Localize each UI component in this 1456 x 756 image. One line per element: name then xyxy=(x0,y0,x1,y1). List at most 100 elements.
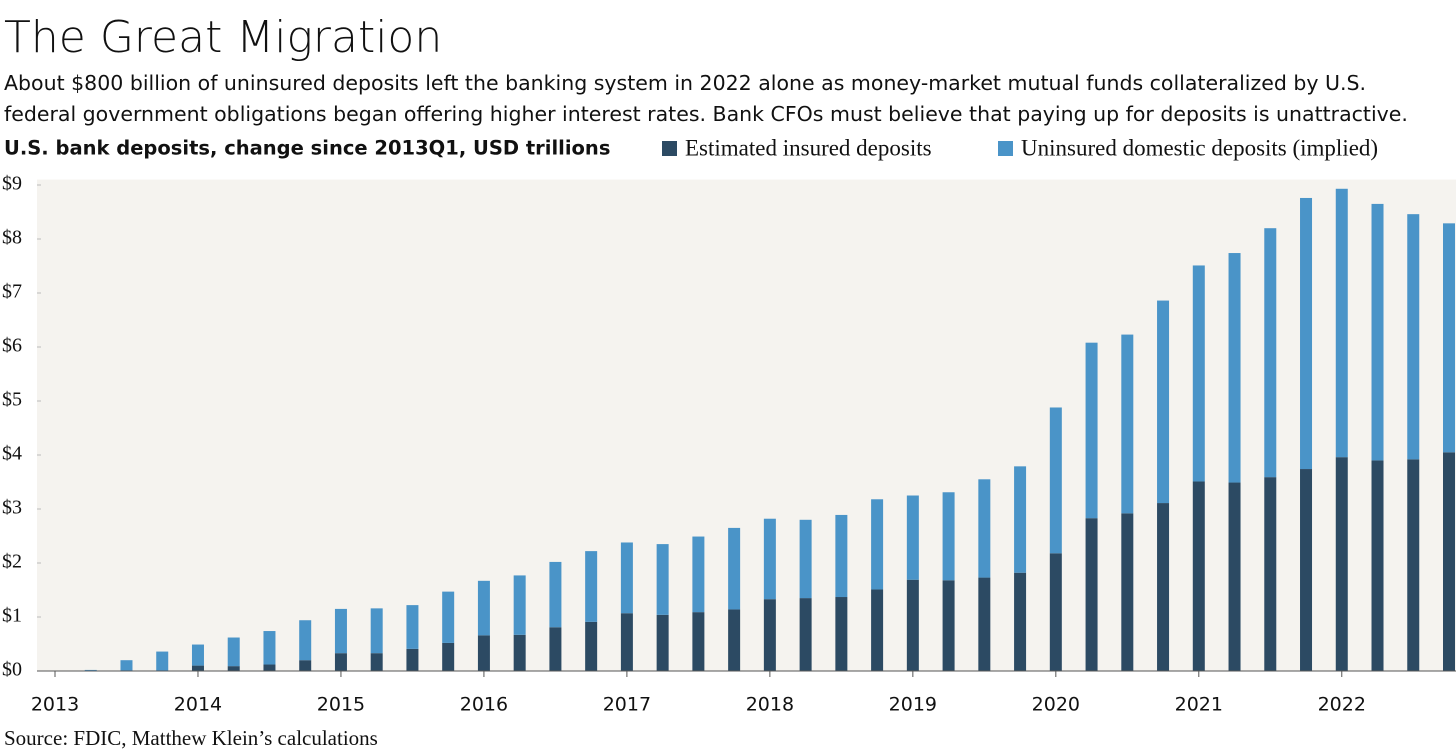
bar xyxy=(513,634,526,671)
legend-label: Uninsured domestic deposits (implied) xyxy=(1021,135,1378,160)
bar xyxy=(549,561,562,628)
plot-background xyxy=(37,179,1456,671)
y-tick-label: $1 xyxy=(2,605,22,627)
legend-swatch xyxy=(662,141,677,156)
bar xyxy=(84,669,97,671)
bar xyxy=(871,589,884,671)
bar xyxy=(871,499,884,590)
subtitle: About $800 billion of uninsured deposits… xyxy=(4,71,1366,95)
bar xyxy=(1300,469,1313,671)
y-tick-label: $6 xyxy=(2,335,22,357)
bar xyxy=(477,635,490,671)
bar xyxy=(299,660,312,671)
bar xyxy=(1192,265,1205,482)
bar xyxy=(1157,503,1170,671)
bar xyxy=(692,612,705,671)
bar xyxy=(1228,482,1241,671)
bar xyxy=(1335,457,1348,671)
bar xyxy=(334,653,347,671)
bar xyxy=(1443,452,1455,671)
bar xyxy=(406,648,419,671)
bar xyxy=(442,591,455,643)
bar xyxy=(620,613,633,671)
bar xyxy=(477,580,490,636)
bar xyxy=(120,660,133,671)
axis-title: U.S. bank deposits, change since 2013Q1,… xyxy=(4,137,610,160)
bar xyxy=(728,527,741,610)
bar xyxy=(799,598,812,671)
bar xyxy=(1264,228,1277,478)
bar xyxy=(1157,300,1170,504)
bar xyxy=(1121,334,1134,514)
bar xyxy=(763,599,776,671)
x-tick-label: 2017 xyxy=(603,694,651,716)
bar xyxy=(1049,407,1062,554)
bar xyxy=(942,492,955,581)
bar xyxy=(978,479,991,578)
y-tick-label: $7 xyxy=(2,281,22,303)
x-tick-label: 2021 xyxy=(1175,694,1223,716)
bar xyxy=(191,665,204,671)
bar xyxy=(370,653,383,671)
y-tick-label: $0 xyxy=(2,659,22,681)
bar xyxy=(513,575,526,635)
y-tick-label: $9 xyxy=(2,173,22,195)
bar xyxy=(799,519,812,599)
bar xyxy=(656,544,669,615)
x-tick-label: 2015 xyxy=(317,694,365,716)
bar xyxy=(692,536,705,613)
y-tick-label: $3 xyxy=(2,497,22,519)
bar xyxy=(156,651,169,671)
bar xyxy=(191,644,204,666)
bar xyxy=(1371,203,1384,461)
bar xyxy=(1335,188,1348,458)
bar xyxy=(656,614,669,671)
bar xyxy=(1085,342,1098,519)
bar xyxy=(1049,553,1062,671)
bar xyxy=(406,605,419,649)
bar xyxy=(585,621,598,671)
bar xyxy=(370,608,383,654)
x-tick-label: 2020 xyxy=(1032,694,1080,716)
legend-swatch xyxy=(998,141,1013,156)
bar xyxy=(906,579,919,671)
bar xyxy=(835,597,848,671)
bar xyxy=(763,518,776,600)
x-tick-label: 2019 xyxy=(889,694,937,716)
bar xyxy=(1407,459,1420,671)
bar xyxy=(1443,223,1455,453)
bar xyxy=(227,666,240,671)
bar xyxy=(227,637,240,667)
y-tick-label: $5 xyxy=(2,389,22,411)
bar xyxy=(1192,481,1205,671)
bar xyxy=(835,514,848,598)
bar xyxy=(263,631,276,665)
y-tick-label: $2 xyxy=(2,551,22,573)
subtitle: federal government obligations began off… xyxy=(4,102,1408,126)
chart-title: The Great Migration xyxy=(4,12,442,63)
bar xyxy=(442,642,455,671)
bar xyxy=(1014,572,1027,671)
bar xyxy=(728,609,741,671)
bar xyxy=(906,495,919,580)
bar xyxy=(263,664,276,671)
y-tick-label: $8 xyxy=(2,227,22,249)
bar xyxy=(1014,466,1027,573)
x-tick-label: 2016 xyxy=(460,694,508,716)
source: Source: FDIC, Matthew Klein’s calculatio… xyxy=(4,726,378,750)
x-tick-label: 2022 xyxy=(1318,694,1366,716)
bar xyxy=(1300,197,1313,470)
bar xyxy=(299,620,312,661)
bar xyxy=(620,542,633,614)
bar xyxy=(1371,460,1384,671)
bar xyxy=(549,627,562,671)
bar xyxy=(978,577,991,671)
bar xyxy=(1121,513,1134,671)
bar xyxy=(585,551,598,622)
bar xyxy=(1085,518,1098,671)
x-tick-label: 2018 xyxy=(746,694,794,716)
legend-label: Estimated insured deposits xyxy=(685,135,932,160)
bar xyxy=(1407,214,1420,460)
bar xyxy=(1228,253,1241,483)
